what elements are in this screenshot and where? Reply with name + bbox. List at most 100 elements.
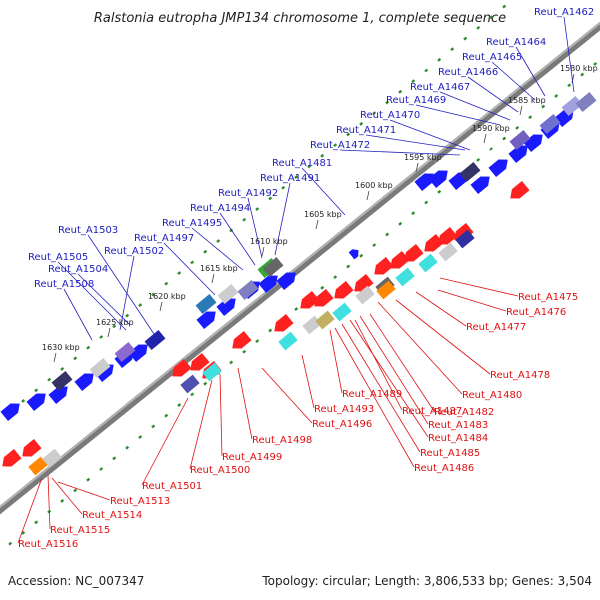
- forward-gene-box: [539, 114, 561, 134]
- forward-gene-arrow: [414, 173, 434, 191]
- reverse-tick: [424, 200, 429, 205]
- forward-tick: [190, 260, 195, 265]
- forward-gene-label: Reut_A1467: [410, 82, 470, 93]
- reverse-leader-line: [51, 477, 83, 515]
- reverse-tick: [268, 328, 273, 333]
- topology-text: Topology: circular; Length: 3,806,533 bp…: [262, 574, 592, 588]
- forward-tick: [125, 313, 130, 318]
- forward-leader-line: [365, 134, 466, 151]
- reverse-gene-label: Reut_A1485: [420, 448, 480, 459]
- reverse-tick: [21, 531, 26, 535]
- scale-tick: [315, 219, 319, 230]
- reverse-gene-arrow: [190, 353, 210, 371]
- forward-tick: [34, 388, 39, 393]
- forward-gene-arrow: [470, 176, 490, 194]
- forward-tick: [138, 303, 143, 307]
- scale-label: 1615 kbp: [200, 264, 238, 273]
- forward-gene-label: Reut_A1470: [360, 110, 420, 121]
- forward-gene-label: Reut_A1492: [218, 188, 278, 199]
- reverse-gene-label: Reut_A1515: [50, 525, 110, 536]
- reverse-tick: [8, 541, 13, 546]
- forward-tick: [255, 207, 260, 212]
- forward-gene-label: Reut_A1464: [486, 37, 546, 48]
- reverse-gene-label: Reut_A1513: [110, 496, 170, 507]
- forward-tick: [424, 68, 429, 73]
- reverse-gene-label: Reut_A1476: [506, 307, 566, 318]
- reverse-tick: [203, 381, 208, 386]
- reverse-gene-box: [355, 285, 375, 305]
- forward-gene-arrow: [216, 298, 236, 316]
- reverse-tick: [502, 136, 507, 141]
- forward-gene-label: Reut_A1471: [336, 125, 396, 136]
- forward-gene-label: Reut_A1505: [28, 252, 88, 263]
- reverse-gene-label: Reut_A1487: [402, 406, 462, 417]
- forward-gene-label: Reut_A1503: [58, 225, 118, 236]
- reverse-leader-line: [341, 323, 421, 453]
- reverse-gene-label: Reut_A1501: [142, 481, 202, 492]
- reverse-tick: [346, 264, 351, 269]
- tick-layer: [8, 4, 598, 546]
- reverse-gene-arrow: [438, 227, 458, 245]
- forward-gene-label: Reut_A1504: [48, 264, 108, 275]
- forward-gene-box: [114, 342, 136, 362]
- scale-label: 1605 kbp: [304, 210, 342, 219]
- reverse-gene-label: Reut_A1484: [428, 433, 488, 444]
- scale-label: 1630 kbp: [42, 343, 80, 352]
- forward-gene-box: [195, 294, 217, 314]
- scale-tick: [53, 352, 57, 363]
- forward-tick: [268, 196, 273, 201]
- reverse-leader-line: [219, 373, 223, 457]
- reverse-gene-label: Reut_A1480: [462, 390, 522, 401]
- reverse-leader-line: [329, 329, 343, 394]
- scale-tick: [483, 133, 487, 144]
- scale-label: 1585 kbp: [508, 96, 546, 105]
- reverse-gene-arrow: [424, 234, 444, 252]
- reverse-gene-label: Reut_A1516: [18, 539, 78, 550]
- forward-tick: [203, 249, 208, 254]
- scale-label: 1580 kbp: [560, 64, 598, 73]
- forward-tick: [216, 239, 221, 243]
- forward-gene-label: Reut_A1466: [438, 67, 498, 78]
- backbone-highlight: [0, 21, 600, 509]
- forward-tick: [411, 79, 416, 84]
- reverse-leader-line: [439, 277, 519, 297]
- forward-gene-box: [144, 330, 166, 350]
- forward-tick: [151, 292, 156, 297]
- forward-leader-line: [163, 242, 216, 296]
- reverse-gene-arrow: [334, 281, 354, 299]
- forward-tick: [489, 15, 494, 20]
- reverse-tick: [528, 115, 533, 120]
- reverse-tick: [385, 232, 390, 237]
- forward-leader-line: [219, 212, 256, 266]
- reverse-leader-line: [349, 319, 429, 438]
- forward-leader-line: [77, 273, 131, 326]
- forward-gene-label: Reut_A1495: [162, 218, 222, 229]
- forward-gene-label: Reut_A1469: [386, 95, 446, 106]
- forward-gene-label: Reut_A1508: [34, 279, 94, 290]
- forward-tick: [281, 185, 286, 190]
- reverse-tick: [151, 424, 156, 429]
- reverse-leader-line: [261, 367, 313, 424]
- forward-tick: [242, 217, 247, 222]
- forward-gene-arrow: [488, 159, 508, 177]
- backbone-band: [0, 21, 600, 515]
- forward-tick: [86, 345, 91, 350]
- reverse-tick: [34, 520, 39, 525]
- reverse-gene-box: [455, 229, 475, 249]
- reverse-leader-line: [237, 367, 253, 440]
- reverse-gene-label: Reut_A1496: [312, 419, 372, 430]
- scale-label: 1620 kbp: [148, 292, 186, 301]
- forward-leader-line: [87, 234, 159, 341]
- reverse-tick: [541, 104, 546, 109]
- reverse-gene-label: Reut_A1500: [190, 465, 250, 476]
- forward-gene-arrow: [26, 393, 46, 411]
- forward-tick: [21, 399, 26, 403]
- scale-label: 1590 kbp: [472, 124, 510, 133]
- reverse-gene-box: [28, 456, 48, 476]
- forward-leader-line: [439, 91, 511, 121]
- reverse-tick: [125, 445, 130, 450]
- reverse-gene-label: Reut_A1514: [82, 510, 142, 521]
- forward-tick: [307, 164, 312, 169]
- forward-gene-arrow: [48, 386, 68, 404]
